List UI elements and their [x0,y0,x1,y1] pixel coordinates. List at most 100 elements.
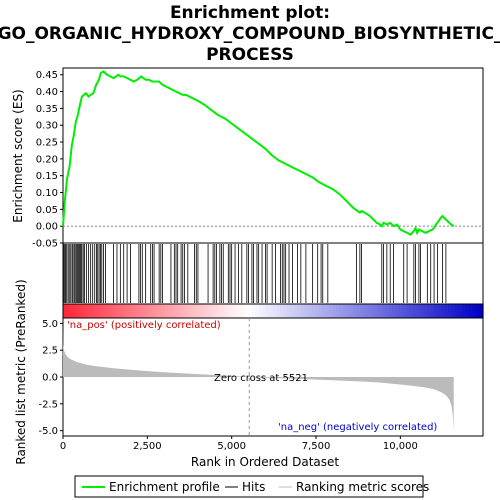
band-segment [346,304,351,318]
band-segment [234,304,239,318]
band-segment [161,304,166,318]
band-segment [455,304,460,318]
band-segment [416,304,421,318]
band-segment [70,304,75,318]
ranking-metric-area [63,321,454,431]
band-segment [150,304,155,318]
band-segment [175,304,180,318]
band-segment [266,304,271,318]
x-tick-label: 10,000 [383,441,418,452]
band-segment [199,304,204,318]
band-segment [157,304,162,318]
band-segment [451,304,456,318]
x-tick-label: 7,500 [302,441,331,452]
band-segment [287,304,292,318]
band-segment [472,304,477,318]
band-segment [238,304,243,318]
band-segment [409,304,414,318]
band-segment [66,304,71,318]
metric-x-axis: 0 2,500 5,000 7,500 10,000 [60,436,418,452]
hits-panel-frame [62,242,484,305]
x-tick-label: 2,500 [133,441,162,452]
band-segment [178,304,183,318]
band-segment [444,304,449,318]
band-segment [469,304,474,318]
band-segment [231,304,236,318]
band-segment [269,304,274,318]
band-segment [385,304,390,318]
band-segment [413,304,418,318]
band-segment [171,304,176,318]
band-segment [80,304,85,318]
metric-y-tick-label: 2.5 [42,346,58,357]
chart-title-line-1: Enrichment plot: [170,3,330,23]
es-y-tick-label: 0.45 [36,70,58,81]
band-segment [143,304,148,318]
band-segment [185,304,190,318]
band-segment [112,304,117,318]
metric-y-tick-label: 0.0 [42,373,58,384]
band-segment [392,304,397,318]
band-segment [301,304,306,318]
band-segment [434,304,439,318]
band-segment [294,304,299,318]
metric-y-axis: -5.0 -2.5 0.0 2.5 5.0 [38,319,63,437]
es-y-tick-label: 0.15 [36,171,58,182]
es-y-tick-label: 0.05 [36,205,58,216]
band-segment [381,304,386,318]
band-segment [255,304,260,318]
band-segment [427,304,432,318]
metric-y-tick-label: 5.0 [42,319,58,330]
legend-hits-label: Hits [242,480,265,494]
band-segment [395,304,400,318]
metric-y-tick-label: -5.0 [38,426,58,437]
band-segment [371,304,376,318]
band-segment [203,304,208,318]
band-segment [94,304,99,318]
rank-colour-band [62,303,484,319]
band-segment [388,304,393,318]
legend-metric-label: Ranking metric scores [296,480,429,494]
band-segment [259,304,264,318]
band-segment [374,304,379,318]
band-segment [423,304,428,318]
band-segment [336,304,341,318]
x-tick-label: 5,000 [217,441,246,452]
band-segment [108,304,113,318]
band-segment [98,304,103,318]
band-segment [441,304,446,318]
band-segment [227,304,232,318]
es-y-tick-label: 0.35 [36,104,58,115]
band-segment [399,304,404,318]
band-segment [280,304,285,318]
band-segment [367,304,372,318]
band-segment [339,304,344,318]
band-segment [126,304,131,318]
es-y-axis: -0.05 0.00 0.05 0.10 0.15 0.20 0.25 0.30 0.35 0.4… [32,70,63,250]
band-segment [476,304,481,318]
x-axis-label: Rank in Ordered Dataset [191,455,339,469]
x-tick-label: 0 [60,441,66,452]
band-segment [84,304,89,318]
band-segment [297,304,302,318]
band-segment [245,304,250,318]
enrichment-profile-line [62,70,455,236]
es-y-tick-label: 0.40 [36,87,58,98]
band-segment [465,304,470,318]
band-segment [318,304,323,318]
band-segment [224,304,229,318]
band-segment [262,304,267,318]
band-segment [283,304,288,318]
band-segment [325,304,330,318]
band-segment [182,304,187,318]
hits-marks [63,244,447,303]
legend: Enrichment profile Hits Ranking metric s… [74,475,429,498]
band-segment [252,304,257,318]
band-segment [147,304,152,318]
band-segment [136,304,141,318]
es-y-axis-label: Enrichment score (ES) [11,89,25,222]
band-segment [119,304,124,318]
band-segment [192,304,197,318]
band-segment [122,304,127,318]
